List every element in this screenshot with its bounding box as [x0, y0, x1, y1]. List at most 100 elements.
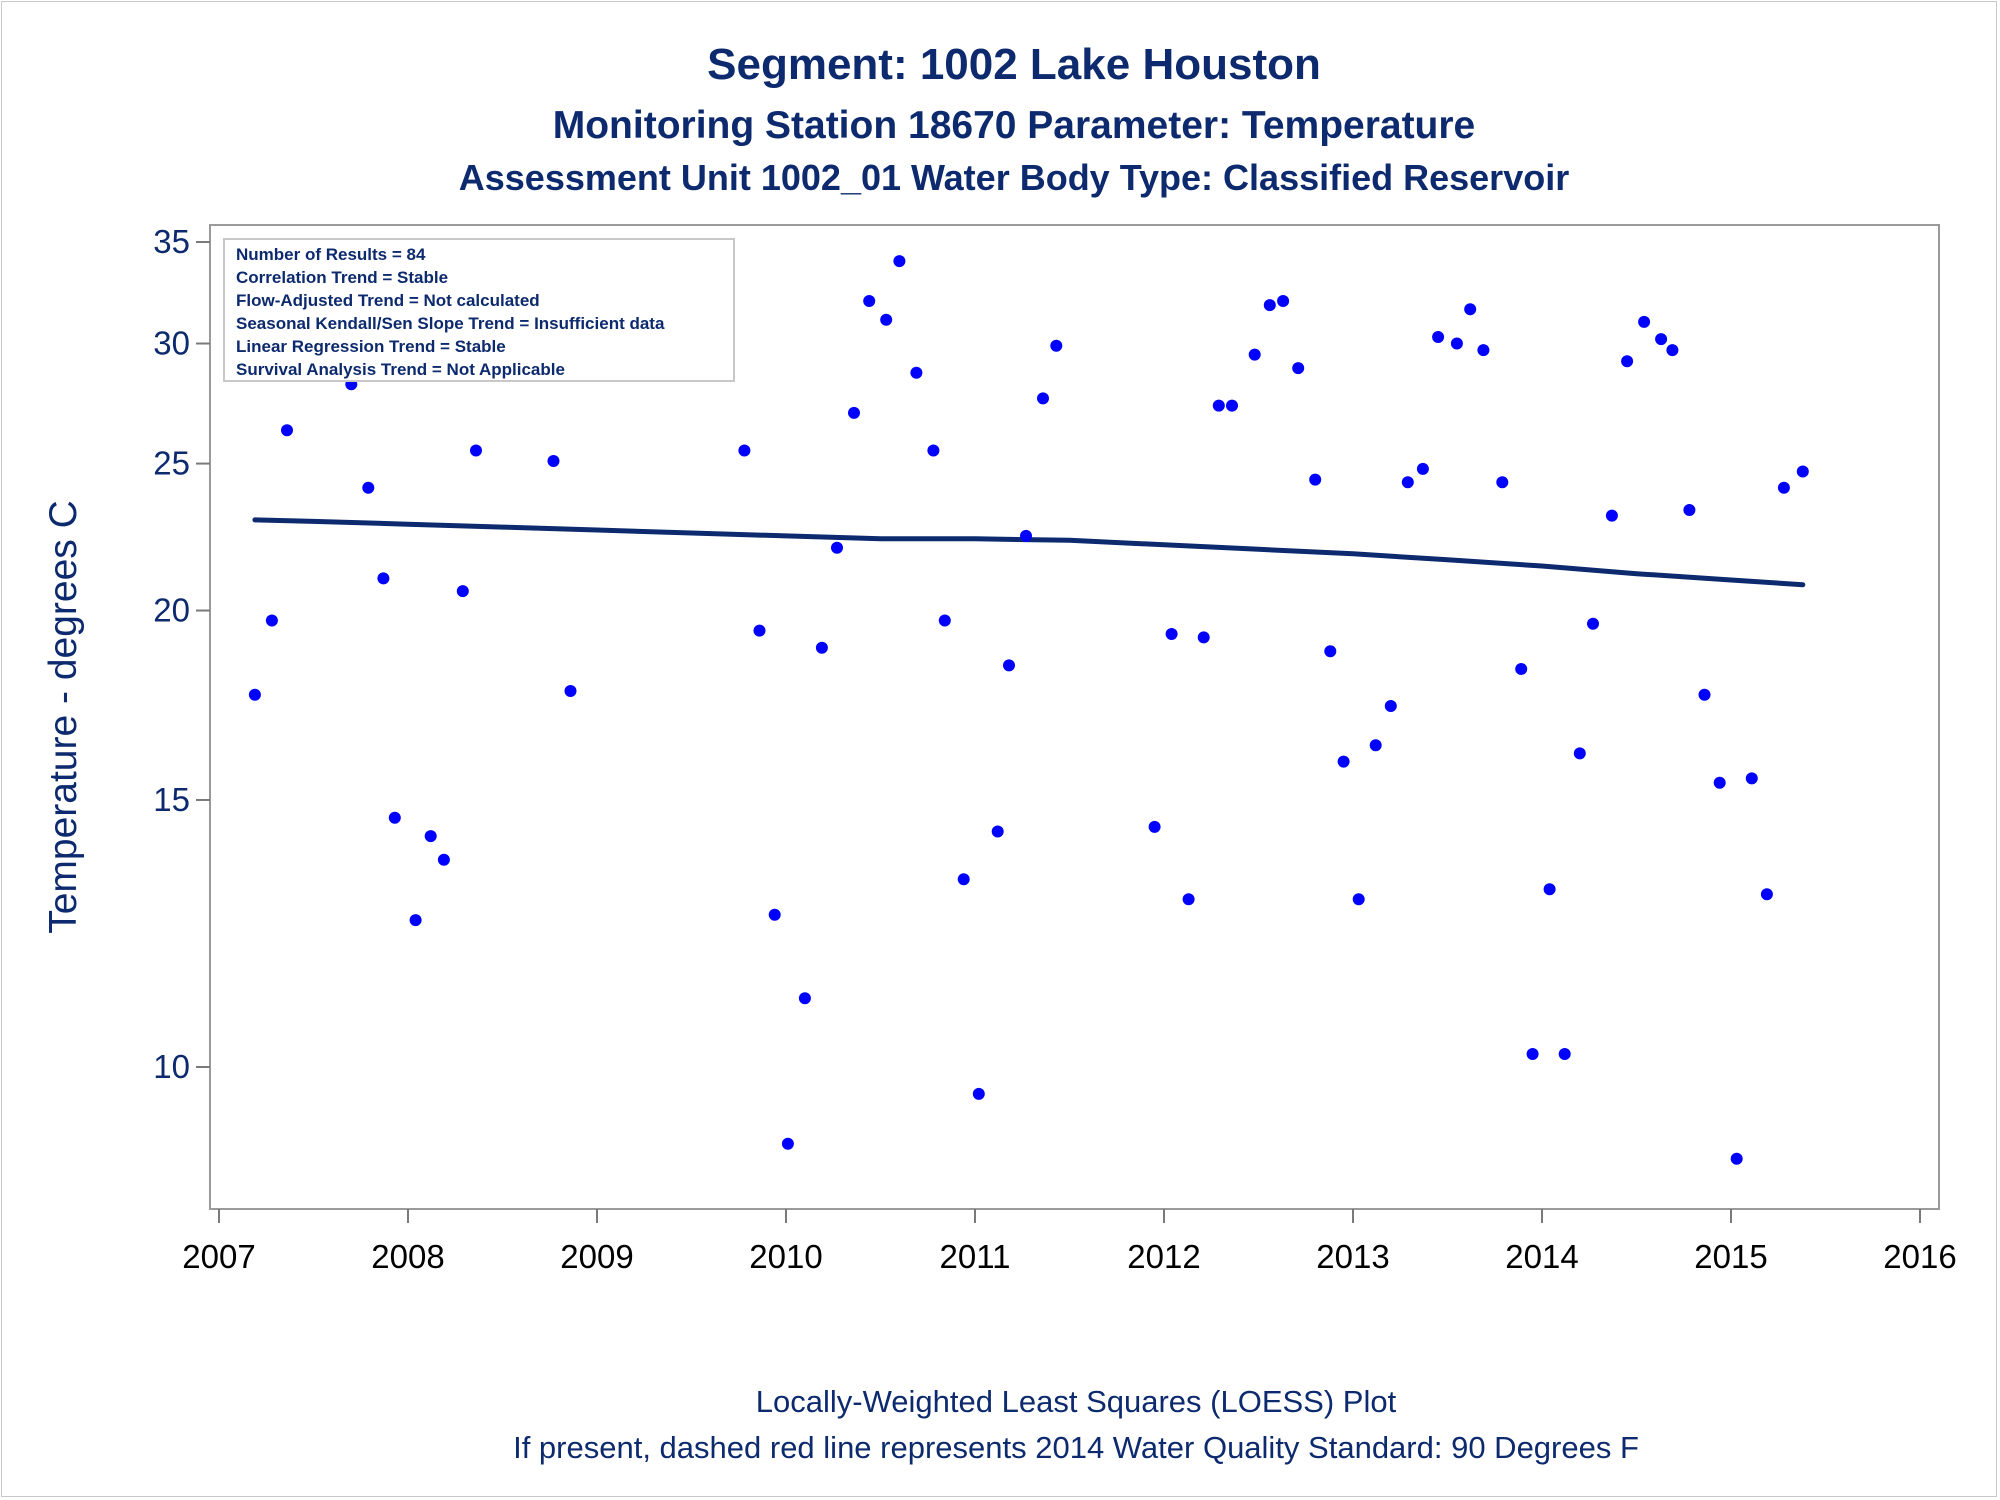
data-point	[1760, 888, 1773, 901]
data-point	[957, 873, 970, 886]
chart-subtitle-2: Assessment Unit 1002_01 Water Body Type:…	[459, 157, 1569, 198]
data-point	[768, 908, 781, 921]
data-point	[848, 406, 860, 419]
stats-line: Number of Results = 84	[236, 245, 426, 264]
data-point	[1165, 628, 1178, 640]
x-tick-label: 2007	[182, 1238, 255, 1275]
y-tick-label: 35	[153, 223, 190, 260]
data-point	[1713, 776, 1726, 789]
data-point	[1384, 700, 1397, 712]
stats-line: Seasonal Kendall/Sen Slope Trend = Insuf…	[236, 314, 665, 333]
data-point	[991, 825, 1004, 838]
data-point	[1352, 893, 1365, 906]
data-point	[1212, 399, 1225, 412]
data-point	[1655, 333, 1668, 346]
data-point	[1605, 509, 1618, 522]
footnote: If present, dashed red line represents 2…	[513, 1430, 1639, 1465]
data-point	[1543, 883, 1556, 896]
x-tick-label: 2016	[1883, 1238, 1956, 1275]
stats-line: Correlation Trend = Stable	[236, 268, 448, 287]
y-tick-label: 30	[153, 325, 190, 362]
data-point	[1698, 688, 1711, 701]
x-tick-label: 2013	[1316, 1238, 1389, 1275]
data-point	[893, 255, 906, 268]
data-point	[362, 481, 375, 494]
data-point	[938, 614, 951, 627]
data-point	[1037, 392, 1049, 405]
data-point	[1263, 299, 1276, 312]
data-point	[1277, 295, 1290, 307]
data-point	[470, 444, 482, 457]
data-point	[1226, 399, 1238, 412]
data-point	[1292, 362, 1305, 375]
y-tick-label: 20	[153, 592, 190, 629]
data-point	[1777, 481, 1790, 494]
y-axis-label: Temperature - degrees C	[42, 500, 85, 934]
data-point	[880, 313, 893, 326]
data-point	[248, 688, 261, 701]
stats-line: Flow-Adjusted Trend = Not calculated	[236, 291, 540, 310]
y-tick-label: 10	[153, 1048, 190, 1085]
data-point	[1666, 344, 1679, 357]
stats-box-border	[223, 238, 735, 382]
data-point	[1432, 331, 1445, 343]
data-point	[564, 685, 577, 697]
data-point	[1401, 476, 1414, 489]
x-tick-label: 2008	[371, 1238, 444, 1275]
data-point	[972, 1087, 985, 1100]
data-point	[409, 914, 422, 927]
data-point	[927, 444, 940, 457]
data-point	[1558, 1048, 1571, 1060]
data-point	[1587, 617, 1599, 630]
data-point	[1526, 1048, 1539, 1060]
data-point	[265, 614, 278, 627]
stats-box: Number of Results = 84 Correlation Trend…	[223, 238, 735, 382]
data-point	[1745, 772, 1758, 785]
data-point	[1003, 659, 1015, 672]
data-point	[798, 992, 811, 1005]
data-point	[1050, 339, 1063, 352]
data-point	[1621, 355, 1634, 368]
data-point	[781, 1137, 794, 1150]
data-point	[1182, 893, 1195, 906]
data-point	[424, 830, 437, 843]
data-point	[815, 641, 828, 654]
x-tick-label: 2012	[1127, 1238, 1200, 1275]
y-tick-label: 15	[153, 781, 190, 818]
x-tick-label: 2010	[749, 1238, 822, 1275]
loess-line	[252, 517, 1806, 588]
data-point	[1148, 820, 1161, 833]
data-point	[1496, 476, 1509, 489]
y-axis: 10 15 20 25 30 35	[153, 223, 210, 1085]
data-point	[437, 853, 450, 866]
data-point	[910, 366, 923, 379]
data-point	[1020, 529, 1032, 542]
data-point	[1477, 344, 1490, 357]
data-point	[738, 444, 751, 457]
data-point	[1369, 739, 1382, 752]
data-point	[456, 585, 469, 598]
data-point	[377, 572, 390, 585]
data-point	[1573, 747, 1586, 760]
data-point	[1515, 663, 1528, 675]
scatter-series	[248, 255, 1809, 1165]
stats-line: Survival Analysis Trend = Not Applicable	[236, 360, 565, 379]
data-point	[1683, 504, 1696, 516]
data-point	[831, 541, 843, 554]
data-point	[547, 455, 560, 467]
x-tick-label: 2015	[1694, 1238, 1767, 1275]
data-point	[1337, 755, 1350, 768]
data-point	[1309, 473, 1322, 486]
x-tick-label: 2011	[940, 1238, 1011, 1275]
data-point	[1416, 462, 1429, 475]
x-tick-label: 2014	[1505, 1238, 1578, 1275]
data-point	[1796, 465, 1809, 478]
data-point	[1324, 645, 1337, 658]
chart-title: Segment: 1002 Lake Houston	[707, 40, 1321, 89]
data-point	[863, 295, 876, 307]
data-point	[1248, 348, 1261, 361]
y-tick-label: 25	[153, 445, 190, 482]
data-point	[753, 624, 766, 637]
loess-series	[252, 517, 1806, 588]
